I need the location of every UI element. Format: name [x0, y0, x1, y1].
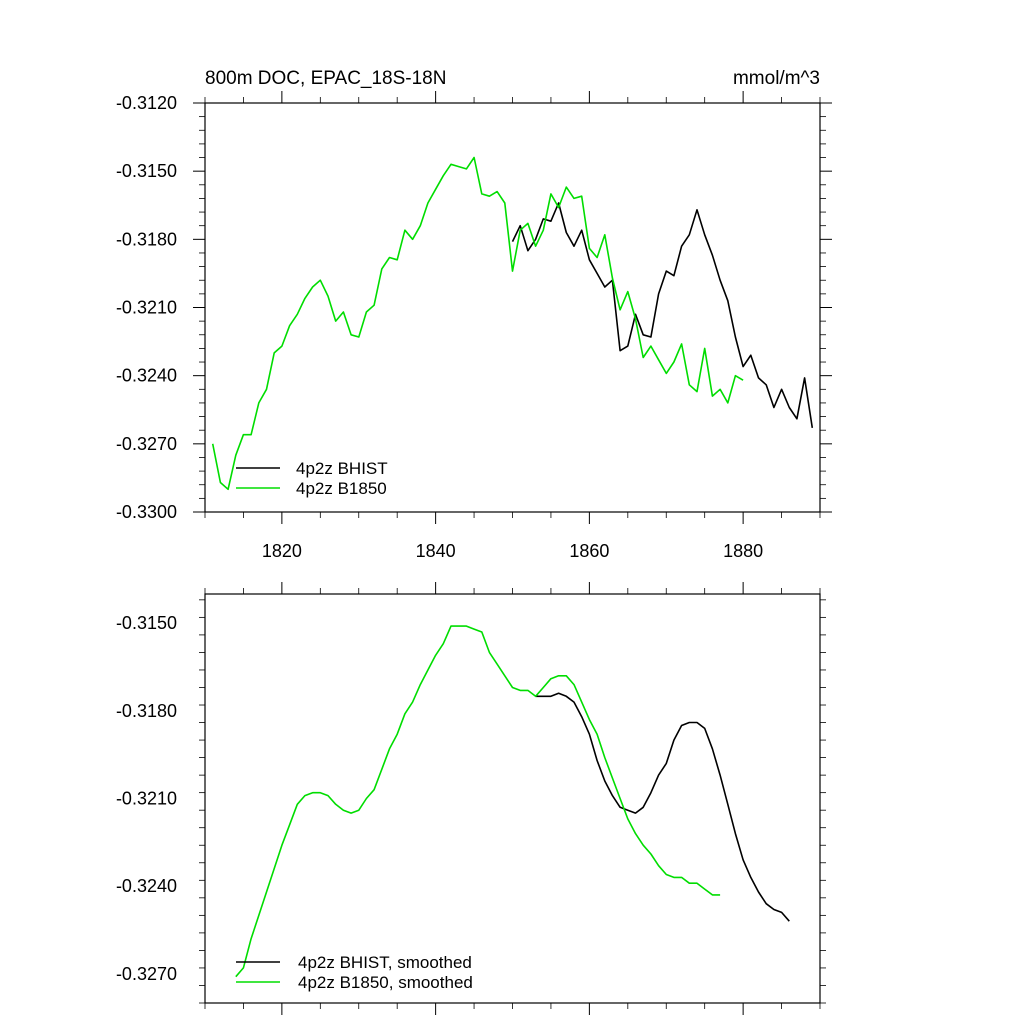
legend-entry: 4p2z BHIST, smoothed [298, 953, 472, 972]
chart-title: 800m DOC, EPAC_18S-18N [205, 68, 446, 89]
y-tick-label: -0.3150 [116, 161, 177, 181]
x-tick-label: 1820 [262, 541, 302, 561]
units-label: mmol/m^3 [733, 68, 820, 89]
x-tick-label: 1840 [416, 541, 456, 561]
y-tick-label: -0.3180 [116, 229, 177, 249]
y-tick-label: -0.3180 [116, 701, 177, 721]
legend-entry: 4p2z B1850, smoothed [298, 973, 473, 992]
series-line-b1850 [235, 625, 721, 978]
plot-frame [204, 593, 821, 1004]
legend-entry: 4p2z B1850 [296, 479, 387, 498]
top-panel: 800m DOC, EPAC_18S-18N mmol/m^3 1820 1840 18… [116, 68, 832, 561]
x-tick-label: 1860 [569, 541, 609, 561]
y-tick-label: -0.3240 [116, 366, 177, 386]
y-tick-label: -0.3150 [116, 613, 177, 633]
y-tick-label: -0.3210 [116, 789, 177, 809]
legend-entry: 4p2z BHIST [296, 459, 388, 478]
y-tick-label: -0.3270 [116, 964, 177, 984]
x-tick-label: 1880 [723, 541, 763, 561]
plot-frame [204, 102, 821, 513]
series-line-bhist [535, 692, 790, 922]
y-tick-label: -0.3210 [116, 298, 177, 318]
y-tick-label: -0.3270 [116, 434, 177, 454]
series-line-bhist [511, 202, 814, 429]
y-tick-label: -0.3240 [116, 876, 177, 896]
bottom-panel: -0.3150 -0.3180 -0.3210 -0.3240 -0.3270 4p2z … [116, 582, 826, 1015]
y-tick-label: -0.3300 [116, 502, 177, 522]
series-line-b1850 [211, 156, 744, 491]
y-tick-label: -0.3120 [116, 93, 177, 113]
